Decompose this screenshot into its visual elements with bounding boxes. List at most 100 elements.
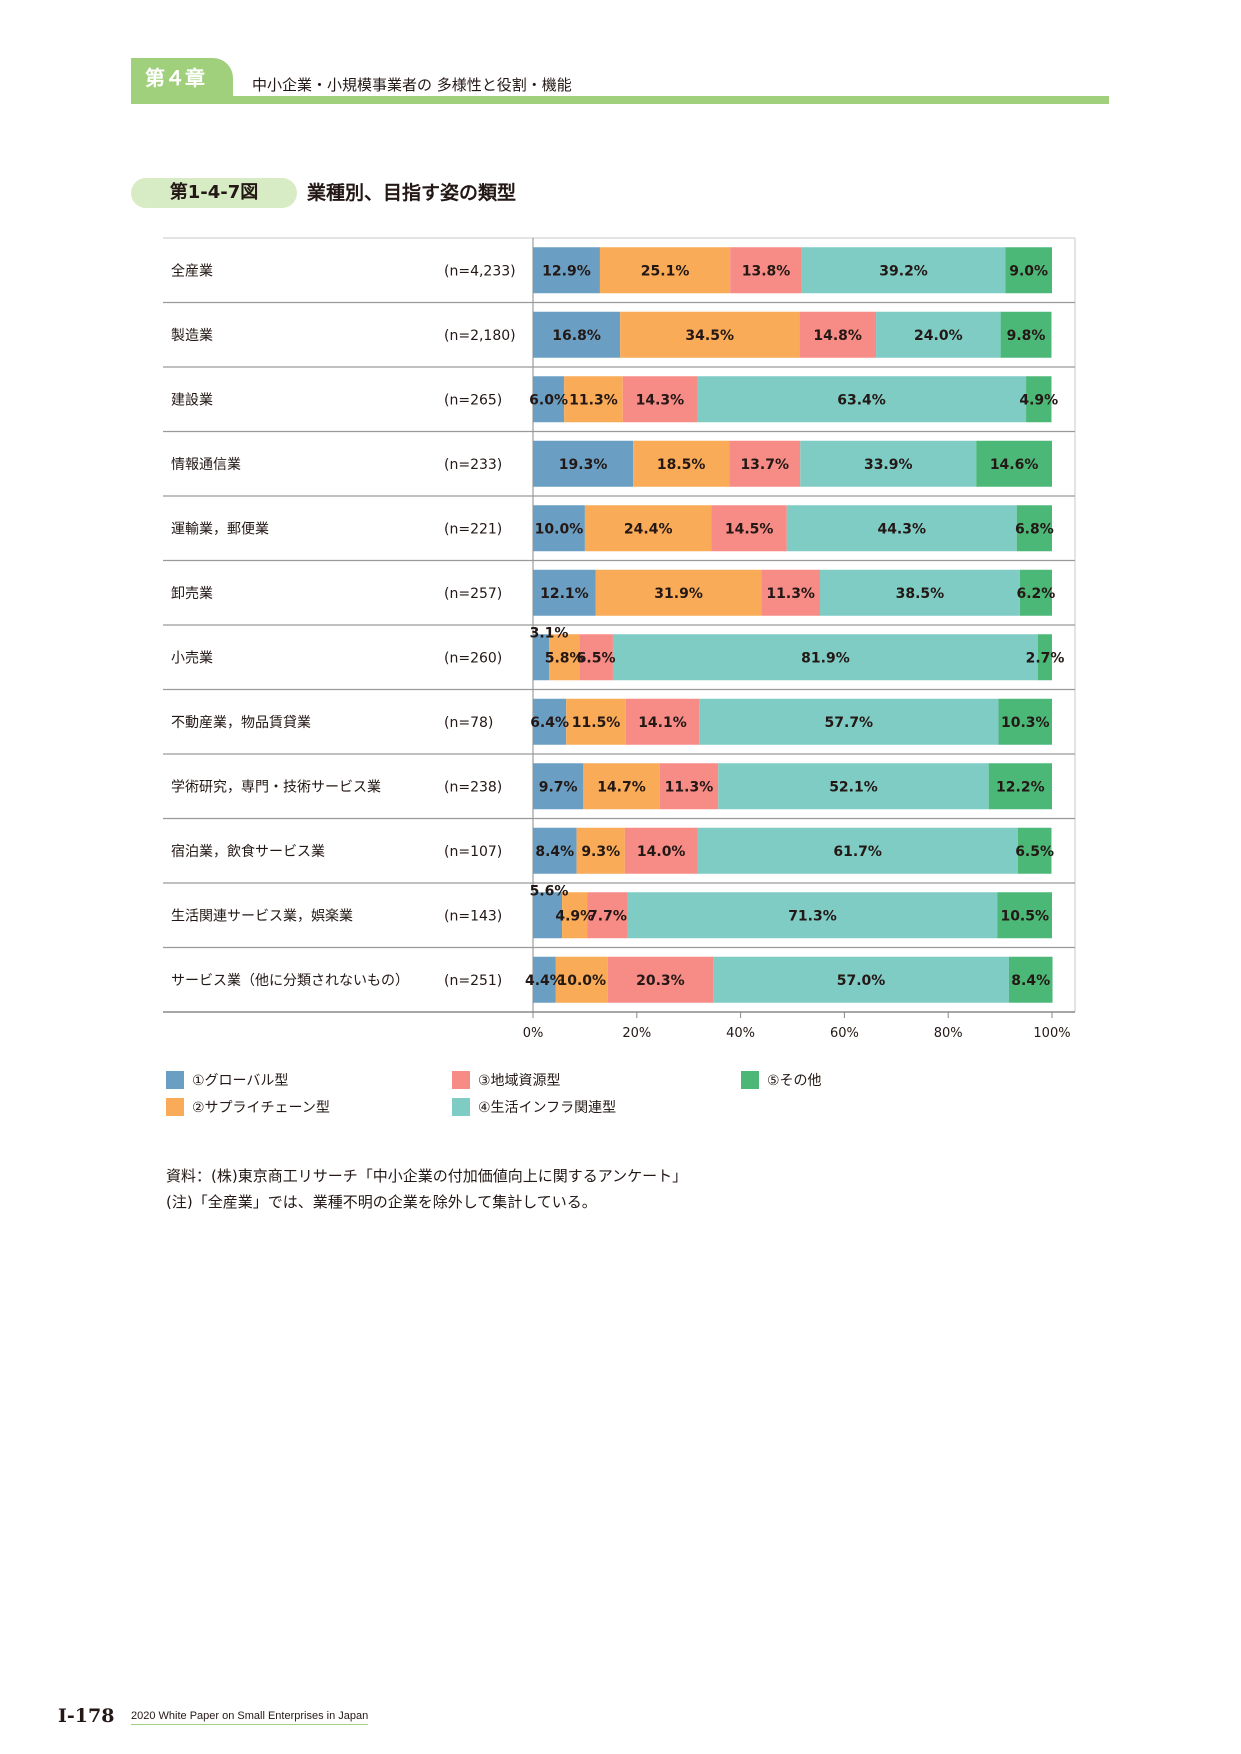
bar-segment-global [533, 311, 621, 358]
sample-size-label: (n=265) [444, 392, 502, 408]
sample-size-label: (n=238) [444, 779, 502, 795]
bar-segment-regional [761, 569, 821, 616]
bar-segment-other [1005, 247, 1052, 294]
data-label: 2.7% [1026, 650, 1065, 666]
sample-size-label: (n=251) [444, 973, 502, 989]
bar-segment-other [988, 763, 1052, 810]
legend-item: ③地域資源型 [452, 1070, 561, 1090]
data-label: 5.8% [545, 650, 584, 666]
bar-segment-global [533, 698, 567, 745]
category-label: 運輸業，郵便業 [171, 521, 269, 537]
bar-segment-supply [555, 956, 608, 1003]
bar-segment-regional [659, 763, 719, 810]
data-label: 57.7% [825, 715, 874, 731]
bar-segment-other [976, 440, 1052, 487]
data-label: 10.0% [535, 521, 584, 537]
category-label: 製造業 [171, 328, 213, 344]
data-label: 71.3% [788, 908, 837, 924]
legend-label: ③地域資源型 [478, 1073, 561, 1089]
bar-segment-regional [607, 956, 714, 1003]
data-label: 10.5% [1000, 908, 1049, 924]
bar-segment-infra [800, 440, 977, 487]
data-label: 39.2% [879, 263, 928, 279]
publication-title: 2020 White Paper on Small Enterprises in… [131, 1710, 369, 1725]
bar-segment-other [1000, 311, 1052, 358]
bar-segment-regional [625, 698, 700, 745]
figure-title: 業種別、目指す姿の類型 [307, 182, 517, 204]
data-label: 4.4% [525, 973, 564, 989]
legend-label: ④生活インフラ関連型 [478, 1100, 617, 1116]
bar-segment-supply [583, 763, 660, 810]
category-label: 学術研究，専門・技術サービス業 [171, 779, 381, 795]
data-label: 24.4% [624, 521, 673, 537]
data-label: 7.7% [588, 908, 627, 924]
chapter-tab: 第４章 [131, 58, 233, 98]
category-label: サービス業（他に分類されないもの） [171, 973, 409, 989]
data-label: 57.0% [837, 973, 886, 989]
data-label: 61.7% [833, 844, 882, 860]
sample-size-label: (n=260) [444, 650, 502, 666]
sample-size-label: (n=143) [444, 908, 502, 924]
bar-segment-regional [711, 505, 787, 552]
bar-segment-regional [730, 247, 802, 294]
data-label: 11.3% [569, 392, 618, 408]
data-label: 14.1% [638, 715, 687, 731]
data-label: 14.0% [637, 844, 686, 860]
sample-size-label: (n=78) [444, 715, 493, 731]
bar-segment-global [533, 827, 577, 874]
category-label: 情報通信業 [171, 457, 241, 473]
data-label: 6.8% [1015, 521, 1054, 537]
data-label: 20.3% [636, 973, 685, 989]
bar-segment-regional [587, 892, 628, 939]
bar-segment-global [533, 505, 585, 552]
x-tick-label: 0% [523, 1026, 544, 1041]
data-label: 13.7% [740, 457, 789, 473]
data-label: 25.1% [641, 263, 690, 279]
bar-segment-supply [564, 376, 623, 423]
legend-label: ①グローバル型 [192, 1073, 289, 1089]
data-label: 9.3% [581, 844, 620, 860]
bar-segment-supply [595, 569, 762, 616]
data-label: 8.4% [1011, 973, 1050, 989]
data-label: 44.3% [877, 521, 926, 537]
bar-segment-regional [622, 376, 698, 423]
data-label: 12.9% [542, 263, 591, 279]
x-tick-label: 40% [726, 1026, 755, 1041]
figure-number: 第1-4-7図 [131, 178, 297, 208]
bar-segment-infra [627, 892, 998, 939]
legend-item: ①グローバル型 [166, 1070, 288, 1090]
x-tick-label: 60% [830, 1026, 859, 1041]
sample-size-label: (n=257) [444, 586, 502, 602]
x-tick-label: 20% [622, 1026, 651, 1041]
bar-segment-regional [729, 440, 801, 487]
data-label: 24.0% [914, 328, 963, 344]
data-label: 11.3% [766, 586, 815, 602]
data-label: 12.2% [996, 779, 1045, 795]
bar-segment-global [533, 892, 563, 939]
bar-segment-other [1037, 634, 1052, 681]
x-tick-label: 80% [934, 1026, 963, 1041]
data-label: 12.1% [540, 586, 589, 602]
bar-segment-other [1026, 376, 1052, 423]
chapter-rule [131, 96, 1109, 104]
bar-segment-infra [713, 956, 1009, 1003]
bar-segment-supply [562, 892, 588, 939]
bar-segment-infra [697, 827, 1018, 874]
data-label: 3.1% [530, 625, 569, 641]
bar-segment-supply [633, 440, 730, 487]
data-label: 4.9% [555, 908, 594, 924]
data-label: 63.4% [837, 392, 886, 408]
legend-item: ②サプライチェーン型 [166, 1097, 330, 1117]
bar-segment-other [1017, 827, 1052, 874]
data-label: 52.1% [829, 779, 878, 795]
bar-segment-other [1016, 505, 1052, 552]
data-label: 6.0% [529, 392, 568, 408]
legend-swatch [166, 1071, 184, 1089]
bar-segment-infra [612, 634, 1038, 681]
bar-segment-infra [876, 311, 1001, 358]
bar-segment-other [1019, 569, 1052, 616]
bar-segment-regional [799, 311, 877, 358]
data-label: 14.6% [990, 457, 1039, 473]
data-label: 5.6% [530, 883, 569, 899]
bar-segment-supply [584, 505, 712, 552]
